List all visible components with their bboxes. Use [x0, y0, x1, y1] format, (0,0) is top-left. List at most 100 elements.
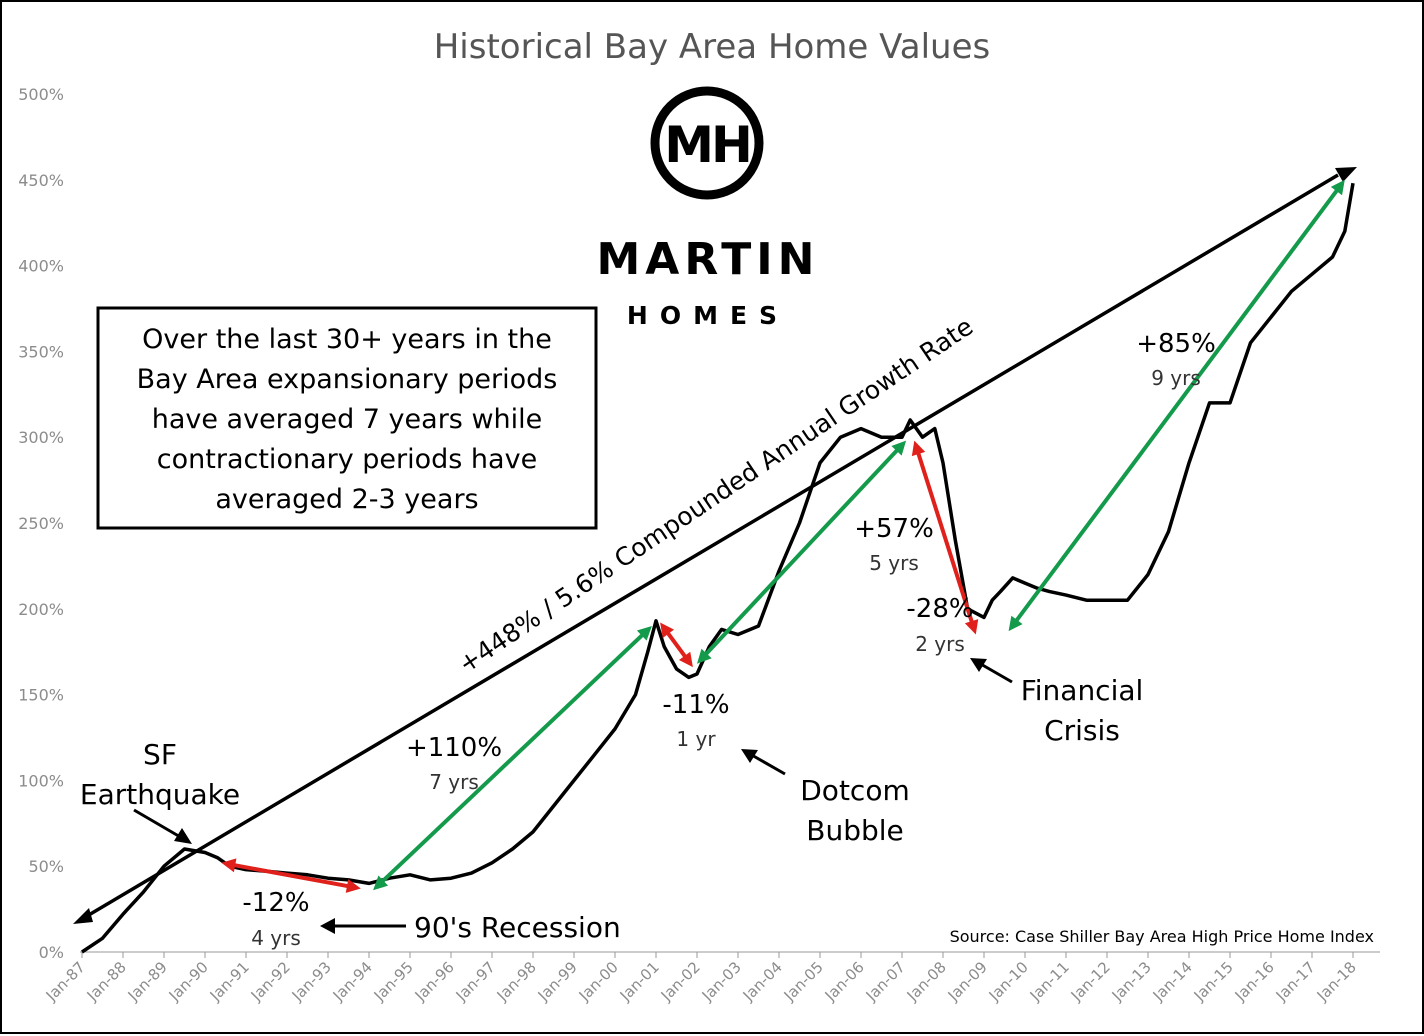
period-arrow-line [230, 862, 352, 889]
earthquake-label: SF [143, 738, 177, 771]
callout-box: Over the last 30+ years in the Bay Area … [96, 306, 598, 530]
period-yrs-label: 2 yrs [915, 632, 965, 656]
period-arrowhead [1330, 179, 1345, 196]
period-arrowhead [1008, 615, 1023, 632]
period-arrow-line [1012, 186, 1341, 625]
period-arrowhead [678, 651, 693, 668]
period-pct-label: +110% [406, 733, 502, 763]
growth-rate-arrowhead-end [1335, 167, 1357, 182]
period-yrs-label: 4 yrs [251, 926, 301, 950]
x-tick-label: Jan-90 [165, 958, 212, 1005]
period-arrowhead [373, 875, 389, 891]
y-tick-label: 0% [39, 943, 64, 962]
logo-mark: MH [664, 116, 750, 174]
financial-arrowhead [970, 658, 987, 672]
x-tick-label: Jan-11 [1026, 958, 1073, 1005]
period-arrow-line [664, 629, 689, 661]
period-arrow-line [378, 631, 647, 885]
x-tick-label: Jan-06 [821, 958, 868, 1005]
logo-sub: HOMES [627, 301, 789, 330]
x-tick-label: Jan-01 [616, 958, 663, 1005]
recession-label: 90's Recession [414, 911, 621, 944]
y-tick-label: 200% [18, 600, 64, 619]
period-arrowhead [221, 858, 237, 873]
y-tick-label: 150% [18, 686, 64, 705]
x-tick-label: Jan-88 [83, 958, 130, 1005]
event-labels: SF Earthquake 90's Recession Dotcom Bubb… [80, 674, 1143, 944]
y-tick-label: 300% [18, 428, 64, 447]
period-yrs-label: 7 yrs [429, 770, 479, 794]
martin-homes-logo: MH MARTIN HOMES [597, 86, 820, 330]
earthquake-label: Earthquake [80, 778, 240, 811]
x-tick-label: Jan-08 [903, 958, 950, 1005]
x-tick-label: Jan-02 [657, 958, 704, 1005]
callout-line: averaged 2-3 years [215, 484, 478, 515]
x-tick-label: Jan-13 [1108, 958, 1155, 1005]
growth-rate-arrowhead-start [73, 908, 93, 924]
x-tick-label: Jan-98 [493, 958, 540, 1005]
period-arrowhead [345, 879, 361, 893]
x-tick-label: Jan-04 [739, 958, 786, 1005]
period-arrowhead [964, 619, 979, 635]
period-yrs-label: 5 yrs [869, 551, 919, 575]
period-pct-label: +85% [1136, 329, 1216, 359]
period-arrow-line [915, 449, 975, 626]
x-tick-label: Jan-95 [370, 958, 417, 1005]
dotcom-arrow [749, 752, 786, 776]
x-tick-label: Jan-07 [862, 958, 909, 1005]
x-tick-label: Jan-89 [124, 958, 171, 1005]
period-yrs-label: 9 yrs [1151, 366, 1201, 390]
period-arrowhead [697, 648, 712, 664]
y-tick-label: 50% [28, 857, 64, 876]
dotcom-label: Dotcom [800, 774, 909, 807]
dotcom-arrowhead [741, 749, 758, 763]
period-arrowhead [636, 625, 652, 641]
pointer-arrows [133, 658, 1013, 934]
x-tick-label: Jan-14 [1149, 958, 1196, 1005]
callout-line: Bay Area expansionary periods [137, 364, 558, 395]
x-tick-label: Jan-87 [42, 958, 89, 1005]
period-arrowhead [891, 440, 907, 456]
logo-name: MARTIN [597, 234, 820, 285]
y-tick-label: 350% [18, 342, 64, 361]
x-tick-label: Jan-94 [329, 958, 376, 1005]
source-note: Source: Case Shiller Bay Area High Price… [950, 927, 1374, 946]
x-tick-label: Jan-92 [247, 958, 294, 1005]
x-tick-label: Jan-91 [206, 958, 253, 1005]
x-tick-label: Jan-16 [1231, 958, 1278, 1005]
period-yrs-label: 1 yr [676, 727, 716, 751]
x-tick-label: Jan-03 [698, 958, 745, 1005]
x-tick-label: Jan-17 [1272, 958, 1319, 1005]
callout-line: have averaged 7 years while [152, 404, 543, 435]
x-tick-label: Jan-18 [1313, 958, 1360, 1005]
x-tick-label: Jan-96 [411, 958, 458, 1005]
home-value-line [81, 182, 1355, 954]
financial-label: Crisis [1044, 714, 1120, 747]
period-arrow-line [702, 446, 901, 658]
x-tick-label: Jan-15 [1190, 958, 1237, 1005]
x-tick-label: Jan-10 [985, 958, 1032, 1005]
period-arrows [221, 179, 1345, 893]
chart-title: Historical Bay Area Home Values [434, 27, 991, 67]
callout-line: contractionary periods have [157, 444, 537, 475]
recession-arrowhead [320, 918, 335, 934]
y-tick-label: 400% [18, 257, 64, 276]
growth-rate-line-stroke [81, 173, 1339, 921]
callout-line: Over the last 30+ years in the [142, 324, 552, 355]
y-axis: 0% 50% 100% 150% 200% 250% 300% 350% 400% 450% 500… [18, 85, 64, 962]
dotcom-label: Bubble [806, 814, 904, 847]
x-tick-label: Jan-09 [944, 958, 991, 1005]
earthquake-arrowhead [174, 828, 192, 844]
y-tick-label: 250% [18, 514, 64, 533]
period-pct-label: -11% [662, 690, 729, 720]
logo-ring [650, 86, 764, 200]
period-arrowhead [660, 622, 675, 638]
y-tick-label: 100% [18, 771, 64, 790]
period-labels: -12% 4 yrs +110% 7 yrs -11% 1 yr +57% 5 … [242, 329, 1215, 950]
y-tick-label: 450% [18, 171, 64, 190]
x-tick-label: Jan-05 [780, 958, 827, 1005]
x-tick-label: Jan-12 [1067, 958, 1114, 1005]
